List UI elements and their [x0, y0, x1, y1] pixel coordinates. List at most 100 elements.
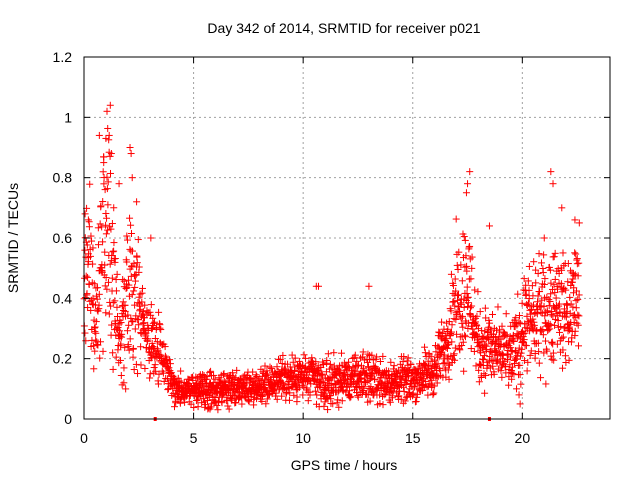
data-point — [194, 396, 202, 404]
data-point — [134, 236, 142, 244]
data-point — [89, 294, 97, 302]
data-point — [120, 307, 128, 315]
data-point — [130, 366, 138, 374]
data-point — [92, 318, 100, 326]
data-point — [81, 329, 89, 337]
data-point — [108, 274, 116, 282]
data-point — [438, 318, 446, 326]
data-point — [102, 273, 110, 281]
data-point — [109, 349, 117, 357]
data-point — [542, 380, 550, 388]
data-point — [505, 381, 513, 389]
data-point — [127, 221, 135, 229]
data-point — [285, 396, 293, 404]
data-point — [575, 342, 583, 350]
data-point — [460, 367, 468, 375]
data-point — [462, 189, 470, 197]
data-point — [453, 261, 461, 269]
data-point — [548, 339, 556, 347]
data-point — [467, 275, 475, 283]
data-point — [278, 378, 286, 386]
data-point — [95, 301, 103, 309]
data-point — [99, 347, 107, 355]
data-point — [218, 399, 226, 407]
data-point — [195, 393, 203, 401]
data-point — [90, 280, 98, 288]
data-point — [124, 341, 132, 349]
data-point — [146, 370, 154, 378]
data-point — [199, 371, 207, 379]
data-point — [117, 319, 125, 327]
data-point — [404, 354, 412, 362]
data-point — [129, 344, 137, 352]
data-point — [106, 260, 114, 268]
data-point — [105, 131, 113, 139]
data-point — [303, 384, 311, 392]
data-point — [535, 250, 543, 258]
y-tick-label: 1.2 — [53, 49, 73, 65]
data-point — [93, 306, 101, 314]
y-tick-label: 0.6 — [53, 230, 73, 246]
data-point — [126, 335, 134, 343]
data-point — [130, 287, 138, 295]
data-point — [306, 388, 314, 396]
data-point — [149, 319, 157, 327]
data-point — [90, 365, 98, 373]
data-point — [286, 389, 294, 397]
data-point — [103, 185, 111, 193]
data-point — [110, 247, 118, 255]
x-tick-label: 0 — [80, 430, 88, 446]
data-point — [135, 263, 143, 271]
data-point — [523, 367, 531, 375]
y-tick-label: 0.8 — [53, 170, 73, 186]
data-point — [571, 216, 579, 224]
data-point — [114, 323, 122, 331]
data-point — [494, 303, 502, 311]
data-point — [111, 254, 119, 262]
data-point — [308, 354, 316, 362]
data-point — [498, 373, 506, 381]
data-point — [278, 359, 286, 367]
data-point — [104, 124, 112, 132]
data-point — [93, 341, 101, 349]
data-point — [463, 283, 471, 291]
data-point — [266, 363, 274, 371]
data-point — [176, 377, 184, 385]
data-point — [324, 406, 332, 414]
data-point — [98, 223, 106, 231]
data-point — [515, 391, 523, 399]
data-point — [574, 296, 582, 304]
data-point — [324, 350, 332, 358]
data-point — [262, 400, 270, 408]
data-point — [476, 308, 484, 316]
data-point — [90, 342, 98, 350]
data-point — [144, 335, 152, 343]
data-point — [228, 395, 236, 403]
data-point — [105, 310, 113, 318]
data-point — [550, 253, 558, 261]
y-tick-label: 0.2 — [53, 351, 73, 367]
data-point — [108, 321, 116, 329]
data-point — [104, 278, 112, 286]
data-point — [131, 325, 139, 333]
data-point — [508, 369, 516, 377]
data-point — [206, 368, 214, 376]
y-tick-label: 0.4 — [53, 290, 73, 306]
data-point — [147, 234, 155, 242]
data-point — [535, 348, 543, 356]
data-point — [421, 343, 429, 351]
data-point — [154, 347, 162, 355]
data-point — [117, 371, 125, 379]
x-tick-label: 15 — [405, 430, 421, 446]
data-point — [103, 173, 111, 181]
data-point — [103, 214, 111, 222]
data-point — [513, 385, 521, 393]
data-point — [290, 391, 298, 399]
data-point — [107, 169, 115, 177]
data-point — [190, 404, 198, 412]
data-point — [559, 364, 567, 372]
data-point — [151, 334, 159, 342]
data-point — [130, 272, 138, 280]
data-point — [203, 373, 211, 381]
data-point — [107, 302, 115, 310]
